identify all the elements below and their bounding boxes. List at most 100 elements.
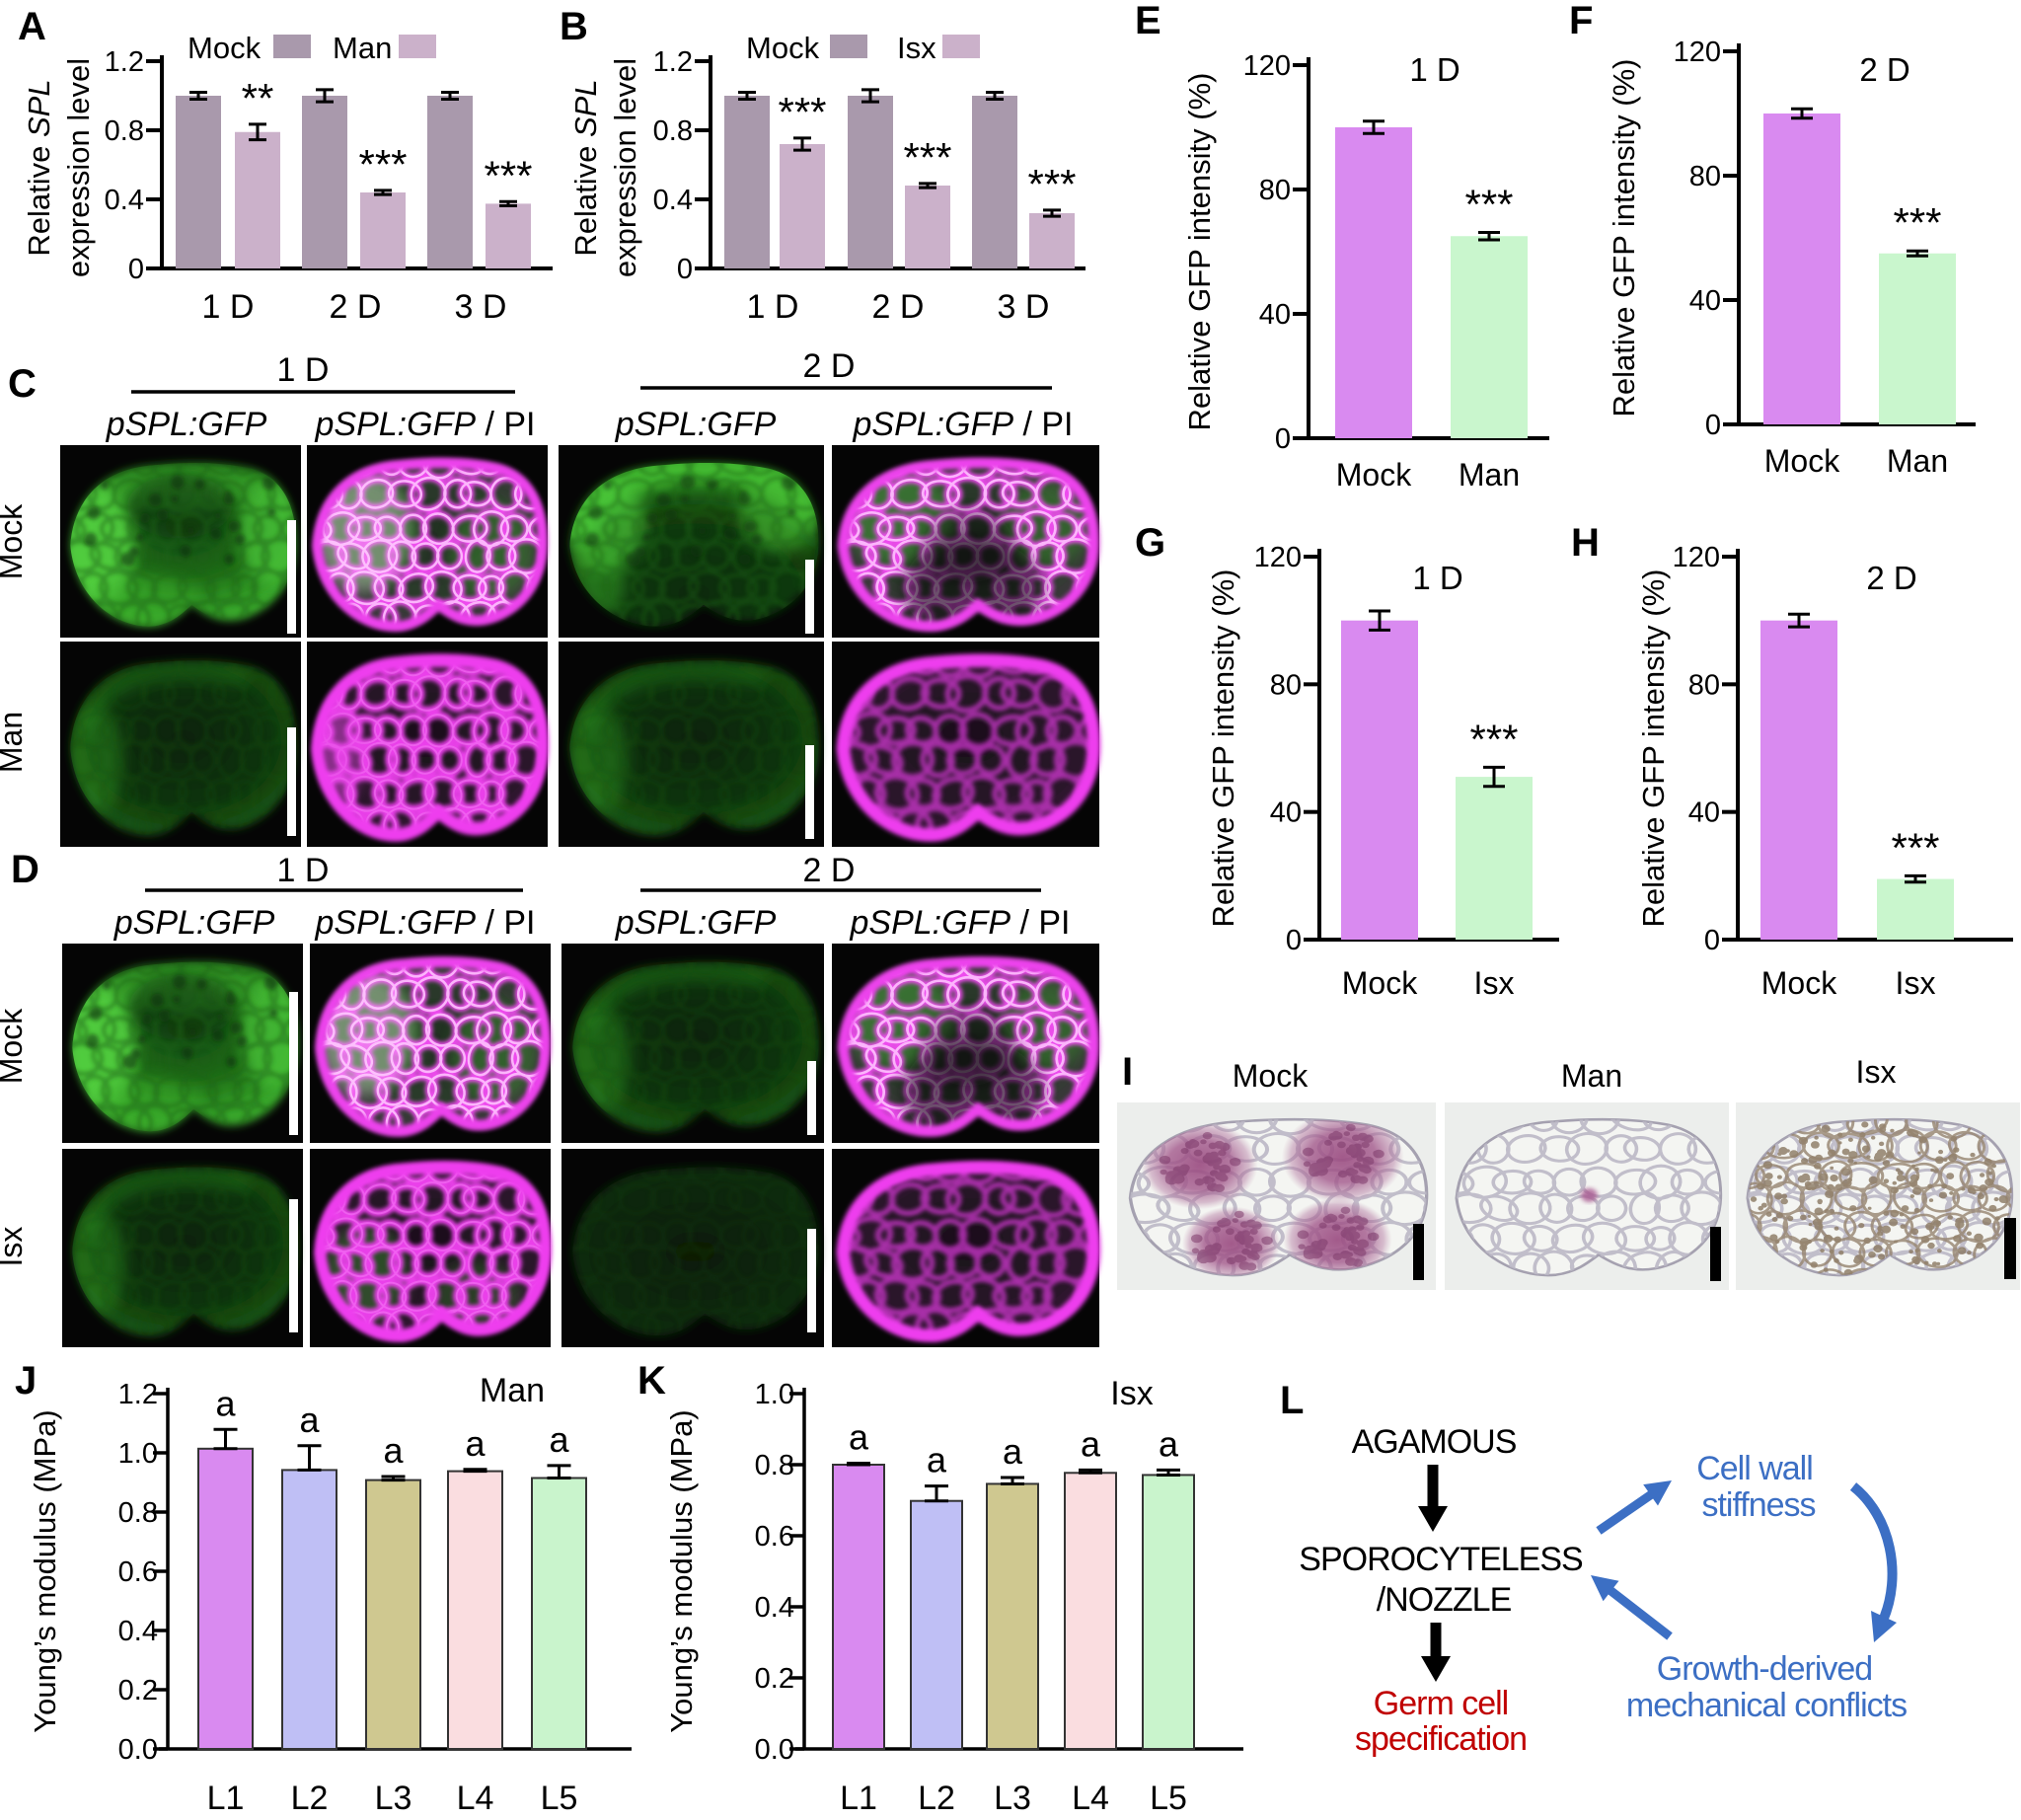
svg-text:Man: Man (0, 712, 29, 773)
svg-text:Isx: Isx (0, 1227, 29, 1267)
svg-text:a: a (849, 1417, 869, 1458)
svg-text:L1: L1 (840, 1780, 877, 1817)
svg-text:0: 0 (128, 254, 144, 285)
svg-text:L2: L2 (918, 1780, 955, 1817)
svg-text:**: ** (242, 75, 274, 121)
svg-text:0: 0 (1705, 410, 1721, 441)
svg-text:Young’s modulus (MPa): Young’s modulus (MPa) (28, 1409, 62, 1732)
svg-text:1.2: 1.2 (653, 46, 693, 78)
svg-text:a: a (383, 1430, 404, 1471)
svg-text:1 D: 1 D (277, 351, 330, 389)
svg-text:Man: Man (333, 31, 392, 65)
svg-text:0.0: 0.0 (118, 1734, 158, 1766)
svg-text:Isx: Isx (1474, 965, 1515, 1001)
svg-text:F: F (1569, 0, 1593, 42)
svg-text:specification: specification (1355, 1720, 1527, 1758)
svg-text:0.4: 0.4 (105, 185, 144, 216)
svg-text:Mock: Mock (0, 1008, 29, 1084)
svg-text:Mock: Mock (187, 31, 262, 65)
svg-text:Man: Man (1887, 443, 1948, 479)
svg-text:AGAMOUS: AGAMOUS (1352, 1423, 1517, 1461)
svg-text:pSPL:GFP: pSPL:GFP (106, 406, 267, 443)
svg-text:/NOZZLE: /NOZZLE (1377, 1581, 1512, 1619)
svg-text:1.2: 1.2 (118, 1379, 158, 1410)
svg-text:L5: L5 (1150, 1780, 1187, 1817)
svg-text:G: G (1135, 521, 1165, 565)
svg-text:Mock: Mock (1764, 443, 1840, 479)
svg-text:B: B (560, 5, 588, 48)
svg-text:mechanical conflicts: mechanical conflicts (1626, 1687, 1907, 1724)
svg-text:0.8: 0.8 (755, 1450, 794, 1481)
svg-text:0: 0 (1275, 423, 1291, 455)
svg-text:120: 120 (1254, 542, 1302, 573)
svg-text:Relative SPL: Relative SPL (22, 79, 56, 256)
svg-text:0: 0 (1704, 925, 1720, 956)
svg-text:L5: L5 (541, 1780, 578, 1817)
svg-text:J: J (15, 1359, 37, 1403)
svg-text:0: 0 (1286, 925, 1302, 956)
svg-text:2 D: 2 D (330, 288, 382, 326)
svg-text:0.2: 0.2 (755, 1663, 794, 1695)
svg-text:80: 80 (1689, 161, 1721, 192)
svg-text:40: 40 (1259, 299, 1291, 331)
svg-text:D: D (11, 848, 39, 891)
svg-text:Cell wall: Cell wall (1696, 1450, 1813, 1487)
svg-text:C: C (8, 362, 37, 406)
svg-text:2 D: 2 D (872, 288, 925, 326)
svg-text:H: H (1571, 521, 1600, 565)
svg-text:a: a (1003, 1431, 1023, 1472)
svg-text:Young’s modulus (MPa): Young’s modulus (MPa) (664, 1409, 699, 1732)
svg-text:Relative SPL: Relative SPL (568, 79, 603, 256)
svg-text:40: 40 (1688, 797, 1720, 829)
svg-text:1.0: 1.0 (118, 1438, 158, 1470)
svg-text:2 D: 2 D (803, 852, 856, 889)
svg-text:pSPL:GFP / PI: pSPL:GFP / PI (315, 406, 536, 443)
svg-text:2 D: 2 D (803, 347, 856, 385)
svg-text:Germ cell: Germ cell (1374, 1685, 1508, 1722)
svg-text:120: 120 (1673, 542, 1720, 573)
svg-text:pSPL:GFP: pSPL:GFP (615, 406, 777, 443)
svg-text:I: I (1122, 1050, 1133, 1094)
svg-text:L3: L3 (994, 1780, 1031, 1817)
svg-text:2 D: 2 D (1859, 51, 1909, 88)
svg-text:120: 120 (1674, 37, 1721, 68)
svg-text:a: a (927, 1440, 947, 1480)
svg-text:0.6: 0.6 (118, 1556, 158, 1588)
svg-text:0.8: 0.8 (653, 115, 693, 147)
svg-text:0.8: 0.8 (105, 115, 144, 147)
svg-text:120: 120 (1243, 50, 1291, 82)
svg-text:a: a (1081, 1423, 1101, 1464)
svg-text:pSPL:GFP / PI: pSPL:GFP / PI (850, 904, 1071, 942)
svg-text:Man: Man (1459, 457, 1520, 493)
svg-text:a: a (549, 1419, 569, 1460)
svg-text:Mock: Mock (1336, 457, 1412, 493)
svg-text:0.6: 0.6 (755, 1521, 794, 1553)
svg-text:0.2: 0.2 (118, 1675, 158, 1706)
svg-text:Isx: Isx (1856, 1054, 1897, 1090)
svg-text:Relative GFP intensity (%): Relative GFP intensity (%) (1206, 569, 1240, 928)
svg-text:L1: L1 (207, 1780, 245, 1817)
svg-text:Isx: Isx (1110, 1375, 1153, 1412)
svg-text:***: *** (903, 134, 951, 181)
svg-text:A: A (18, 5, 46, 48)
svg-text:L3: L3 (375, 1780, 412, 1817)
svg-text:1 D: 1 D (1409, 51, 1460, 88)
svg-text:Mock: Mock (746, 31, 820, 65)
svg-text:a: a (1159, 1423, 1179, 1464)
svg-text:3 D: 3 D (455, 288, 507, 326)
svg-text:Mock: Mock (1233, 1058, 1309, 1094)
svg-text:pSPL:GFP: pSPL:GFP (113, 904, 275, 942)
svg-text:2 D: 2 D (1866, 560, 1916, 596)
svg-text:***: *** (1464, 181, 1513, 227)
svg-text:SPOROCYTELESS: SPOROCYTELESS (1299, 1541, 1583, 1578)
svg-text:a: a (215, 1383, 236, 1423)
svg-text:L4: L4 (1072, 1780, 1109, 1817)
svg-text:Mock: Mock (0, 503, 29, 579)
svg-text:0.8: 0.8 (118, 1497, 158, 1529)
svg-text:***: *** (1027, 161, 1076, 207)
svg-text:Relative GFP intensity (%): Relative GFP intensity (%) (1607, 59, 1641, 417)
svg-text:L2: L2 (291, 1780, 329, 1817)
svg-text:1.2: 1.2 (105, 46, 144, 78)
svg-text:expression level: expression level (608, 58, 642, 277)
svg-text:Man: Man (480, 1372, 545, 1409)
